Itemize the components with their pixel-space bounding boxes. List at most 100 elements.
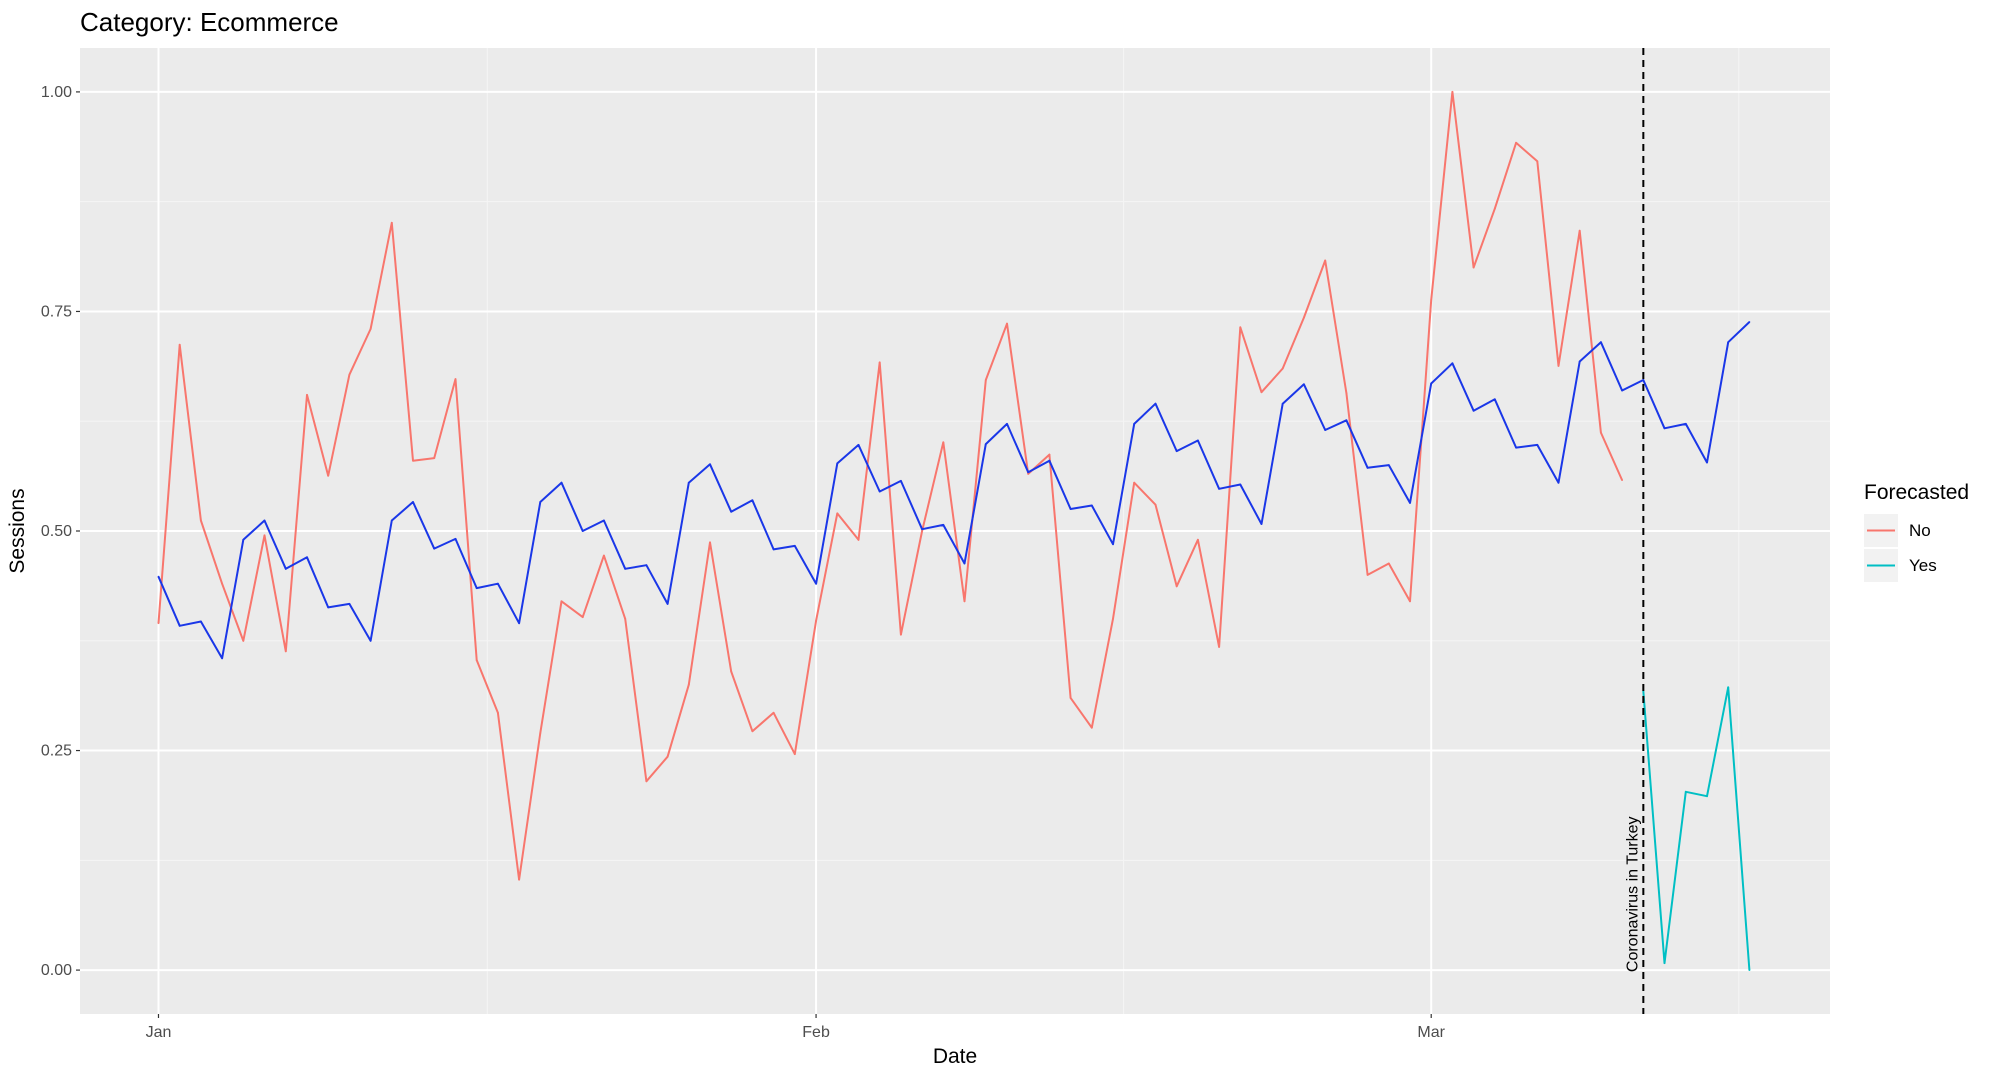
- data-point: [1154, 503, 1157, 506]
- data-point: [306, 556, 308, 559]
- data-point: [1027, 473, 1030, 475]
- data-point: [921, 528, 923, 531]
- data-point: [390, 221, 393, 224]
- data-point: [1663, 427, 1666, 430]
- data-point: [1345, 392, 1348, 394]
- data-point: [1600, 431, 1602, 434]
- data-point: [1621, 389, 1623, 392]
- data-point: [263, 519, 266, 522]
- data-point: [1324, 429, 1327, 431]
- data-point: [497, 711, 499, 714]
- data-point: [1175, 450, 1178, 452]
- data-point: [730, 510, 733, 513]
- y-axis-title: Sessions: [6, 488, 29, 573]
- data-point: [475, 659, 478, 661]
- data-point: [475, 587, 478, 589]
- legend-label: Yes: [1909, 556, 1937, 575]
- data-point: [878, 490, 881, 493]
- series-line: [1642, 686, 1751, 971]
- data-point: [1197, 439, 1199, 442]
- data-point: [178, 343, 181, 346]
- data-point: [921, 530, 923, 532]
- data-point: [327, 474, 330, 477]
- data-point: [497, 582, 499, 585]
- data-point: [1324, 259, 1327, 262]
- data-point: [1303, 383, 1305, 386]
- data-point: [1515, 141, 1517, 144]
- data-point: [1345, 419, 1348, 422]
- data-point: [412, 459, 414, 462]
- data-point: [687, 481, 690, 484]
- data-point: [1727, 341, 1730, 344]
- data-point: [751, 499, 754, 502]
- data-point: [1281, 367, 1284, 370]
- series-line: [157, 321, 1751, 660]
- y-tick-label: 0.00: [41, 962, 72, 979]
- data-point: [1048, 453, 1051, 456]
- data-point: [815, 582, 817, 585]
- data-point: [709, 541, 711, 544]
- data-point: [1197, 538, 1199, 541]
- data-point: [1260, 523, 1263, 525]
- data-point: [1154, 402, 1157, 405]
- data-point: [900, 633, 902, 636]
- data-point: [1451, 362, 1454, 365]
- data-point: [666, 603, 669, 605]
- data-point: [369, 328, 372, 330]
- data-point: [560, 481, 563, 484]
- data-point: [984, 443, 987, 445]
- legend-entries: No Yes: [1864, 514, 1937, 582]
- data-point: [284, 567, 287, 570]
- data-point: [390, 519, 393, 522]
- data-point: [793, 545, 796, 547]
- data-point: [454, 378, 457, 380]
- data-point: [1642, 379, 1645, 381]
- data-point: [1663, 962, 1666, 964]
- series-line: [157, 90, 1624, 881]
- series-2: [157, 321, 1751, 660]
- data-point: [221, 582, 224, 585]
- data-point: [306, 394, 308, 396]
- data-point: [1281, 402, 1284, 405]
- data-point: [1239, 326, 1242, 329]
- data-point: [369, 639, 372, 642]
- data-point: [624, 617, 627, 620]
- data-point: [242, 538, 245, 541]
- data-point: [1600, 341, 1602, 344]
- data-point: [772, 548, 775, 551]
- data-point: [1706, 795, 1708, 798]
- y-tick-label: 0.50: [41, 523, 72, 540]
- data-point: [857, 538, 860, 541]
- chart-title: Category: Ecommerce: [80, 7, 339, 37]
- data-point: [1621, 479, 1623, 481]
- data-point: [1515, 446, 1517, 449]
- data-point: [709, 463, 711, 466]
- data-point: [1578, 360, 1581, 363]
- data-point: [1493, 398, 1496, 401]
- data-point: [157, 575, 160, 578]
- data-point: [1409, 600, 1411, 603]
- data-point: [645, 780, 648, 783]
- data-point: [178, 624, 181, 627]
- data-point: [1748, 321, 1751, 323]
- data-point: [942, 524, 945, 526]
- data-point: [984, 379, 987, 381]
- data-point: [539, 732, 542, 734]
- data-point: [1366, 466, 1369, 469]
- data-point: [433, 457, 436, 459]
- data-point: [751, 730, 754, 733]
- data-point: [1684, 790, 1687, 793]
- annotation-label: Coronavirus in Turkey: [1624, 816, 1641, 972]
- data-point: [1133, 423, 1136, 425]
- data-point: [857, 444, 860, 446]
- data-point: [1536, 160, 1539, 163]
- data-point: [603, 554, 605, 557]
- data-point: [1387, 464, 1390, 466]
- data-point: [221, 657, 224, 660]
- data-point: [1239, 483, 1242, 486]
- data-point: [666, 755, 669, 758]
- data-point: [1218, 646, 1220, 648]
- data-point: [1387, 562, 1390, 565]
- legend-title: Forecasted: [1864, 481, 1969, 504]
